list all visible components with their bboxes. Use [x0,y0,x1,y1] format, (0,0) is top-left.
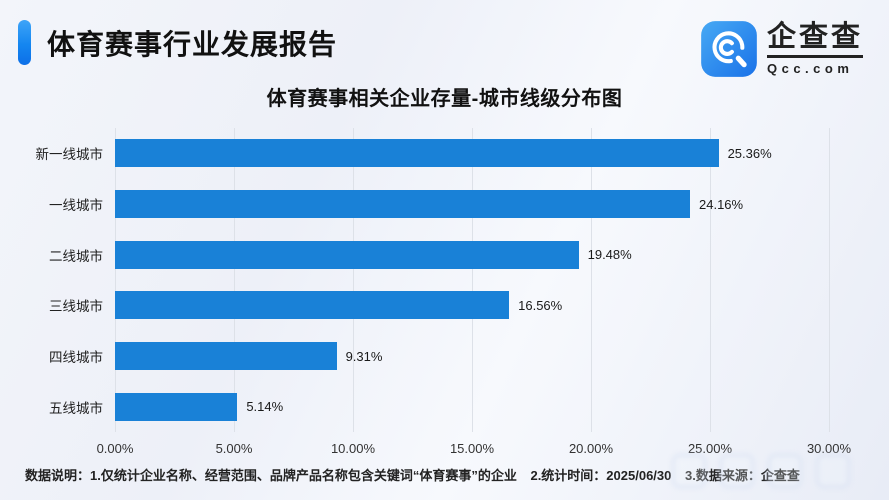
bar-row: 二线城市 19.48% [49,229,829,280]
data-note-2: 2.统计时间：2025/06/30 [530,468,672,483]
category-label: 一线城市 [49,198,103,213]
gridline [472,128,473,432]
bar [115,291,510,320]
bar-row: 四线城市 9.31% [49,331,829,382]
bar [115,139,719,168]
bar-row: 新一线城市 25.36% [36,128,829,179]
qcc-logo-name: 企查查 [766,21,863,59]
x-tick-label: 5.00% [215,441,253,456]
value-label: 9.31% [345,348,383,364]
chart-title: 体育赛事相关企业存量-城市线级分布图 [266,88,623,110]
title-accent-bar [18,20,31,65]
gridline [234,128,235,432]
gridline [710,128,711,432]
data-note-1: 数据说明：1.仅统计企业名称、经营范围、品牌产品名称包含关键词“体育赛事”的企业 [25,468,517,483]
x-tick-label: 30.00% [806,441,852,456]
category-label: 新一线城市 [35,147,104,163]
report-title: 体育赛事行业发展报告 [47,28,338,60]
value-label: 16.56% [518,297,563,313]
category-label: 四线城市 [49,350,103,366]
bar-row: 一线城市 24.16% [49,179,829,230]
x-tick-label: 10.00% [330,441,376,456]
value-label: 25.36% [727,145,772,161]
gridline [829,128,830,432]
qcc-magnifier-icon [701,21,757,77]
bar [115,240,579,269]
value-label: 19.48% [587,247,632,263]
value-label: 24.16% [699,196,744,212]
x-axis: 0.00% 5.00% 10.00% 15.00% 20.00% 25.00% 30.00% [97,441,851,463]
qcc-logo-domain: Qcc.com [766,61,854,77]
gridline [353,128,354,432]
data-notes: 数据说明：1.仅统计企业名称、经营范围、品牌产品名称包含关键词“体育赛事”的企业… [25,465,800,484]
x-tick-label: 15.00% [449,441,495,456]
page-header: 体育赛事行业发展报告 企查查 Qcc.com [0,0,889,77]
category-label: 五线城市 [49,400,103,416]
bar-row: 三线城市 16.56% [49,280,829,331]
value-label: 5.14% [246,399,284,415]
x-tick-label: 0.00% [96,441,134,456]
plot-area: 新一线城市 25.36% 一线城市 24.16% 二线城市 19.48% 三线城市 16.56… [36,128,830,432]
gridline [115,128,116,432]
gridline [591,128,592,432]
bar-row: 五线城市 5.14% [49,381,829,432]
category-label: 三线城市 [49,299,103,315]
bar [115,342,337,371]
x-tick-label: 20.00% [568,441,614,456]
bar-chart: 新一线城市 25.36% 一线城市 24.16% 二线城市 19.48% 三线城市 16.56… [0,128,889,463]
qcc-logo: 企查查 Qcc.com [700,20,863,78]
bar [115,392,238,421]
category-label: 二线城市 [49,248,103,264]
data-note-3: 3.数据来源：企查查 [685,468,800,483]
x-tick-label: 25.00% [687,441,733,456]
bar [115,190,690,218]
